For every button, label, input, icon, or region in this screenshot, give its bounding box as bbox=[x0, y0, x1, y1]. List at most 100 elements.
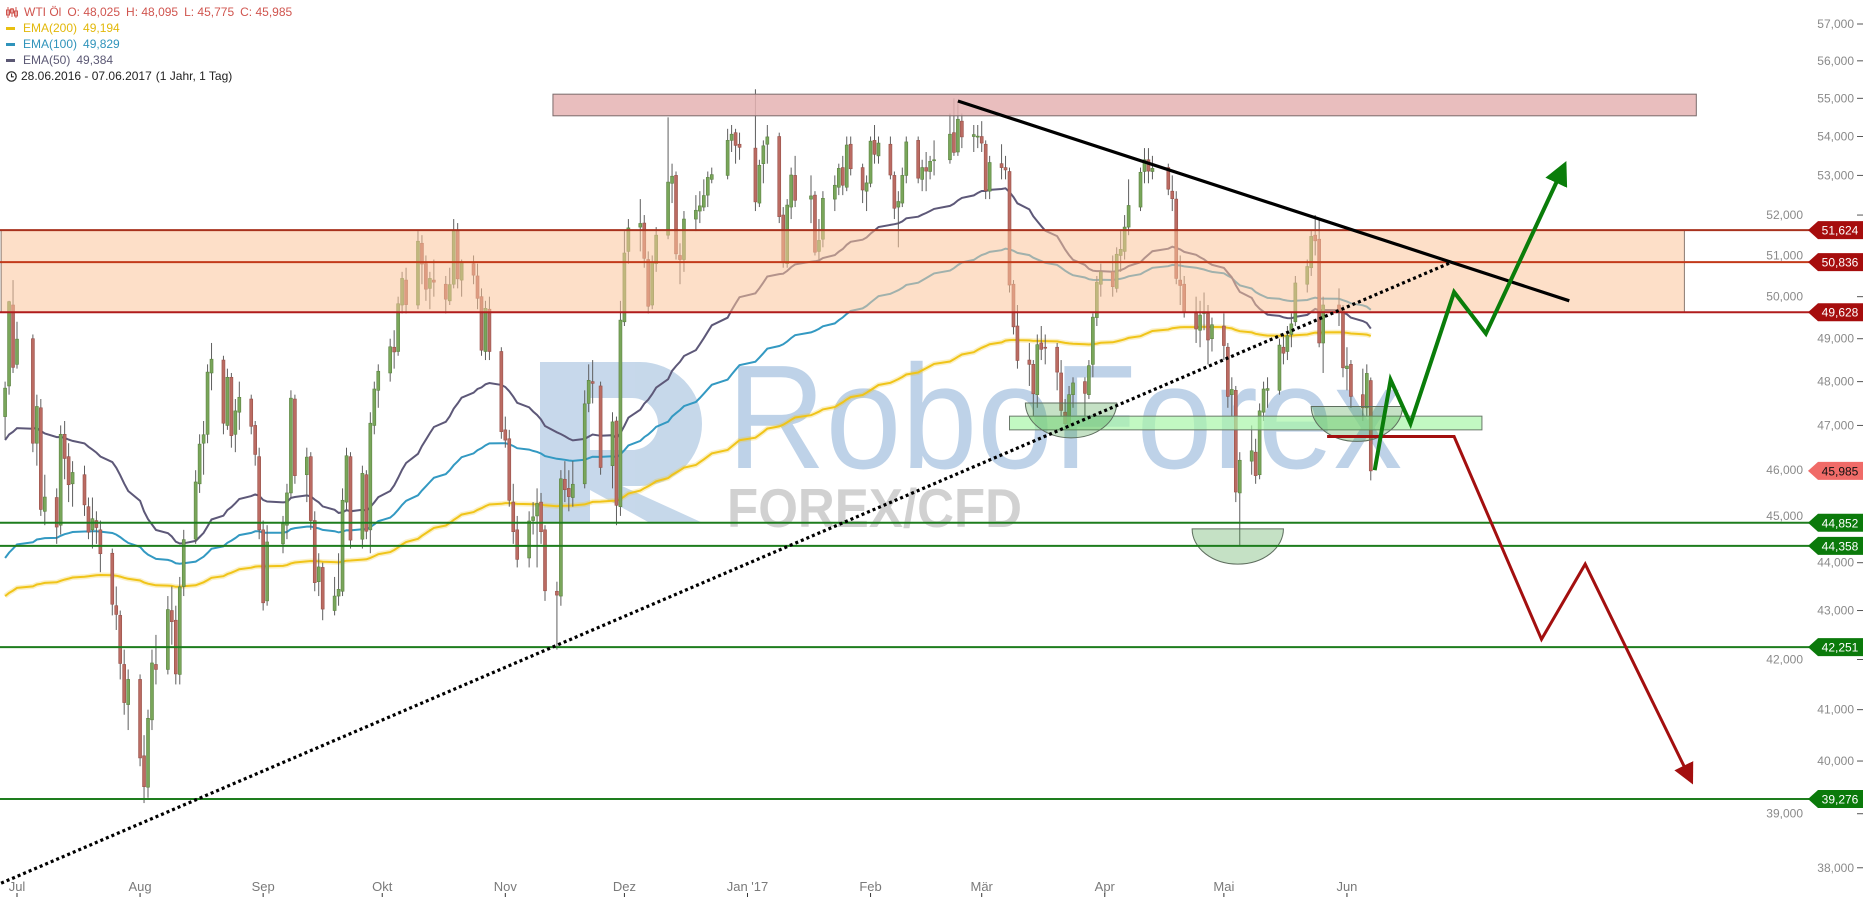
candle-body bbox=[35, 406, 39, 444]
candle-up bbox=[150, 649, 154, 731]
candle-body bbox=[138, 679, 142, 759]
candle-down bbox=[598, 381, 603, 475]
price-tags: 51,624 50,836 49,628 44,852 44,358 42,251 39,2… bbox=[1808, 221, 1863, 809]
candle-body bbox=[336, 589, 341, 597]
candle-up bbox=[586, 364, 591, 413]
candle-body bbox=[1035, 344, 1040, 395]
candle-body bbox=[733, 132, 738, 146]
candle-body bbox=[1039, 342, 1044, 350]
candle-body bbox=[1126, 205, 1131, 228]
candle-down bbox=[860, 163, 865, 204]
candle-body bbox=[535, 503, 539, 517]
candle-body bbox=[1226, 346, 1230, 397]
candle-up bbox=[1126, 179, 1131, 236]
candle-body bbox=[15, 338, 19, 365]
candle-down bbox=[364, 470, 369, 540]
bullish-scenario-arrow bbox=[1372, 161, 1568, 471]
candle-down bbox=[511, 483, 516, 544]
candle-up bbox=[1249, 425, 1254, 475]
candle-down bbox=[507, 429, 512, 507]
y-tick-label: 44,000 bbox=[1817, 556, 1854, 570]
candle-up bbox=[610, 412, 615, 489]
candle-body bbox=[253, 425, 257, 455]
candle-up bbox=[932, 140, 936, 176]
candle-up bbox=[582, 390, 587, 489]
candle-down bbox=[848, 136, 853, 176]
candle-body bbox=[725, 140, 730, 176]
candle-down bbox=[840, 155, 845, 196]
candle-down bbox=[1222, 313, 1226, 361]
candle-body bbox=[709, 174, 714, 180]
candle-down bbox=[62, 421, 67, 480]
candle-down bbox=[86, 497, 91, 540]
candle-body bbox=[1265, 388, 1270, 391]
candle-up bbox=[3, 381, 7, 439]
candle-body bbox=[261, 529, 265, 604]
uptrend-line-dotted bbox=[0, 261, 1451, 885]
candle-up bbox=[35, 394, 39, 466]
roboforex-logo-mark bbox=[540, 362, 703, 523]
candle-body bbox=[348, 456, 353, 541]
candle-up bbox=[1150, 155, 1155, 180]
y-tick-label: 40,000 bbox=[1817, 754, 1854, 768]
candle-up bbox=[570, 461, 575, 507]
candle-up bbox=[1265, 377, 1270, 408]
candle-down bbox=[142, 735, 146, 804]
candle-body bbox=[82, 474, 87, 506]
candle-down bbox=[308, 452, 313, 530]
candle-up bbox=[146, 709, 150, 798]
candle-body bbox=[1285, 335, 1290, 352]
candle-body bbox=[729, 133, 734, 141]
candle-body bbox=[233, 410, 238, 435]
candle-body bbox=[543, 529, 547, 592]
y-tick-label: 57,000 bbox=[1817, 17, 1854, 31]
candle-up bbox=[535, 488, 539, 568]
candle-body bbox=[924, 167, 928, 172]
candle-down bbox=[154, 634, 158, 685]
level-tag bbox=[1808, 536, 1863, 555]
candle-body bbox=[916, 140, 920, 179]
candle-body bbox=[1166, 167, 1171, 190]
candle-body bbox=[364, 474, 369, 532]
candle-up bbox=[618, 300, 623, 516]
candle-down bbox=[793, 155, 797, 208]
candle-body bbox=[42, 496, 47, 512]
level-tag-label: 49,628 bbox=[1822, 306, 1859, 320]
y-tick-label: 52,000 bbox=[1766, 208, 1803, 222]
candle-body bbox=[920, 167, 924, 180]
horizontal-levels bbox=[0, 229, 1810, 801]
candle-down bbox=[979, 121, 984, 152]
ema200-value: 49,194 bbox=[83, 21, 120, 35]
candle-up bbox=[836, 163, 841, 196]
price-axis[interactable]: 38,000 39,000 40,000 41,000 42,000 43,000 44,0… bbox=[1766, 17, 1863, 875]
candle-body bbox=[312, 520, 317, 583]
candle-up bbox=[666, 117, 670, 240]
candle-body bbox=[1043, 346, 1048, 349]
candle-down bbox=[122, 649, 126, 715]
candle-down bbox=[1039, 326, 1044, 361]
candle-up bbox=[1257, 403, 1262, 480]
candle-body bbox=[3, 387, 7, 417]
candle-body bbox=[1015, 325, 1020, 361]
candle-up bbox=[285, 483, 289, 540]
candle-down bbox=[261, 520, 265, 611]
candle-body bbox=[793, 175, 797, 201]
y-tick-label: 56,000 bbox=[1817, 54, 1854, 68]
candle-down bbox=[170, 586, 174, 645]
candle-body bbox=[249, 398, 254, 427]
candle-body bbox=[892, 175, 897, 209]
candle-up bbox=[928, 155, 932, 180]
candle-body bbox=[999, 163, 1004, 168]
candle-up bbox=[265, 525, 269, 606]
candle-down bbox=[1055, 342, 1059, 391]
candle-down bbox=[733, 128, 738, 164]
x-tick-label: Mai bbox=[1213, 879, 1234, 894]
candle-down bbox=[503, 416, 508, 448]
candle-down bbox=[118, 610, 123, 680]
time-axis[interactable]: Jul Aug Sep Okt Nov Dez Jan '17 Feb Mär Apr Mai Jun bbox=[9, 879, 1358, 897]
level-tag bbox=[1808, 221, 1863, 240]
candle-body bbox=[1059, 372, 1063, 411]
candle-body bbox=[836, 168, 841, 188]
candle-up bbox=[694, 195, 698, 232]
